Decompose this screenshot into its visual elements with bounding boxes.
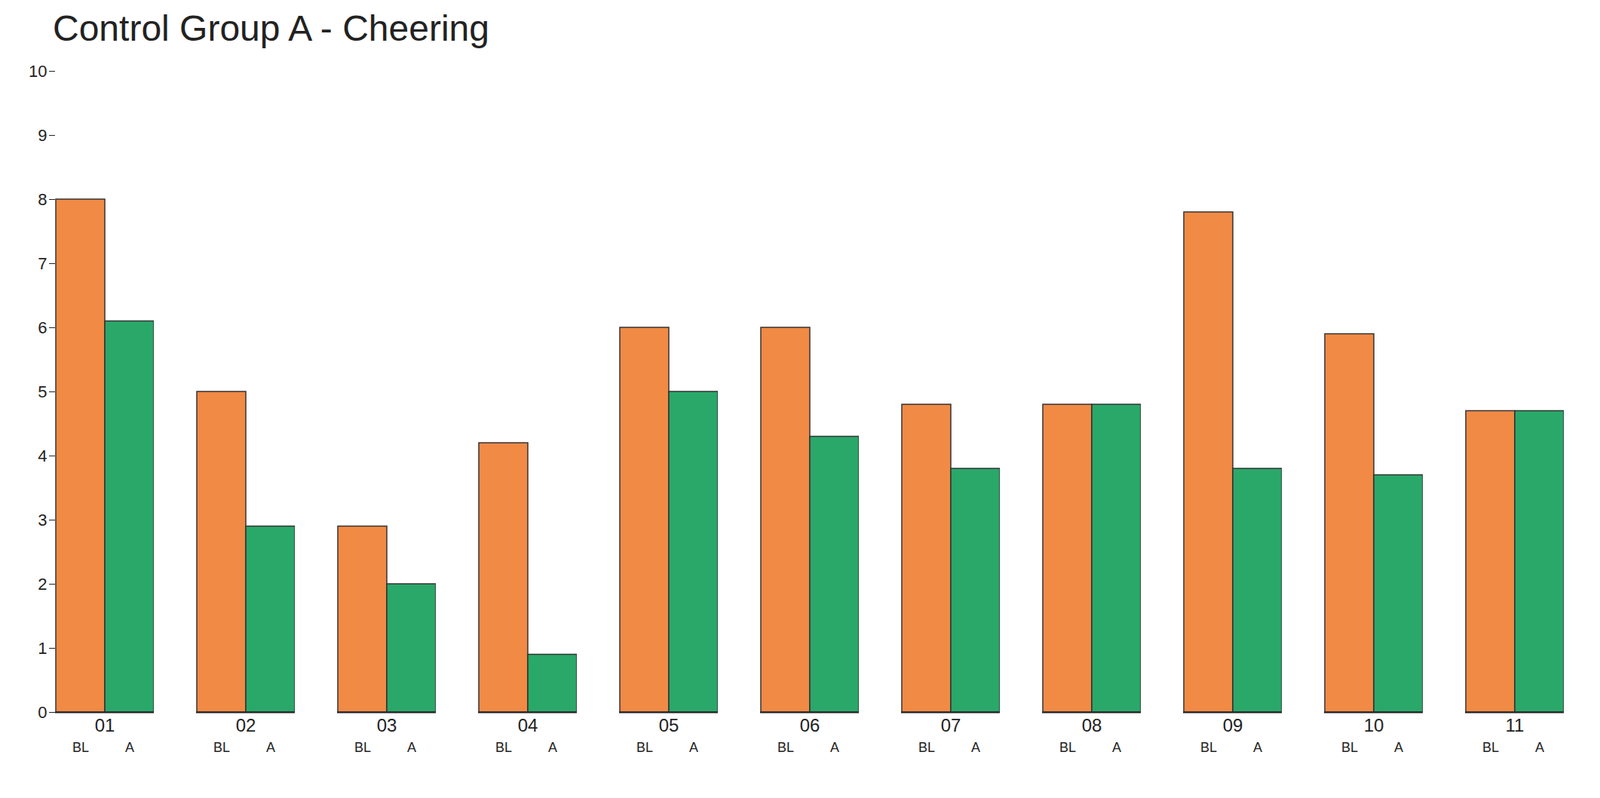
svg-text:BL: BL [777, 739, 794, 755]
svg-text:A: A [266, 739, 276, 755]
svg-text:BL: BL [1059, 739, 1076, 755]
html-text:Control Group A - Cheering: Control Group A - Cheering [52, 8, 490, 49]
svg-text:09: 09 [1222, 714, 1244, 736]
svg-text:A: A [548, 739, 558, 755]
svg-text:07: 07 [940, 714, 962, 736]
svg-text:A: A [1394, 739, 1404, 755]
svg-text:11: 11 [1505, 714, 1525, 736]
svg-text:6: 6 [37, 318, 47, 338]
svg-text:BL: BL [213, 739, 230, 755]
svg-text:BL: BL [495, 739, 512, 755]
svg-text:01: 01 [95, 714, 116, 736]
svg-text:02: 02 [236, 714, 257, 736]
svg-text:10: 10 [1363, 714, 1385, 736]
svg-text:A: A [1112, 739, 1122, 755]
svg-text:BL: BL [1200, 739, 1217, 755]
svg-text:BL: BL [1482, 739, 1499, 755]
svg-text:04: 04 [518, 714, 539, 736]
svg-text:BL: BL [1341, 739, 1358, 755]
svg-text:A: A [689, 739, 699, 755]
svg-text:1: 1 [37, 638, 47, 658]
svg-text:BL: BL [636, 739, 653, 755]
svg-text:7: 7 [37, 254, 47, 273]
svg-text:A: A [407, 739, 417, 755]
svg-text:A: A [125, 739, 135, 755]
svg-text:2: 2 [37, 574, 47, 594]
svg-text:05: 05 [659, 714, 680, 736]
svg-text:4: 4 [37, 446, 47, 466]
svg-text:03: 03 [377, 714, 398, 736]
svg-text:10: 10 [28, 61, 47, 81]
svg-text:08: 08 [1081, 714, 1103, 736]
svg-text:06: 06 [800, 714, 821, 736]
svg-text:A: A [830, 739, 840, 755]
svg-text:A: A [1535, 739, 1545, 755]
svg-text:8: 8 [37, 190, 47, 209]
svg-text:9: 9 [37, 125, 47, 145]
svg-text:5: 5 [37, 382, 47, 402]
svg-text:3: 3 [37, 510, 47, 530]
svg-text:BL: BL [354, 739, 371, 755]
svg-text:BL: BL [918, 739, 935, 755]
svg-text:BL: BL [72, 739, 89, 755]
svg-text:A: A [1253, 739, 1263, 755]
svg-text:A: A [971, 739, 981, 755]
svg-text:0: 0 [37, 702, 47, 722]
